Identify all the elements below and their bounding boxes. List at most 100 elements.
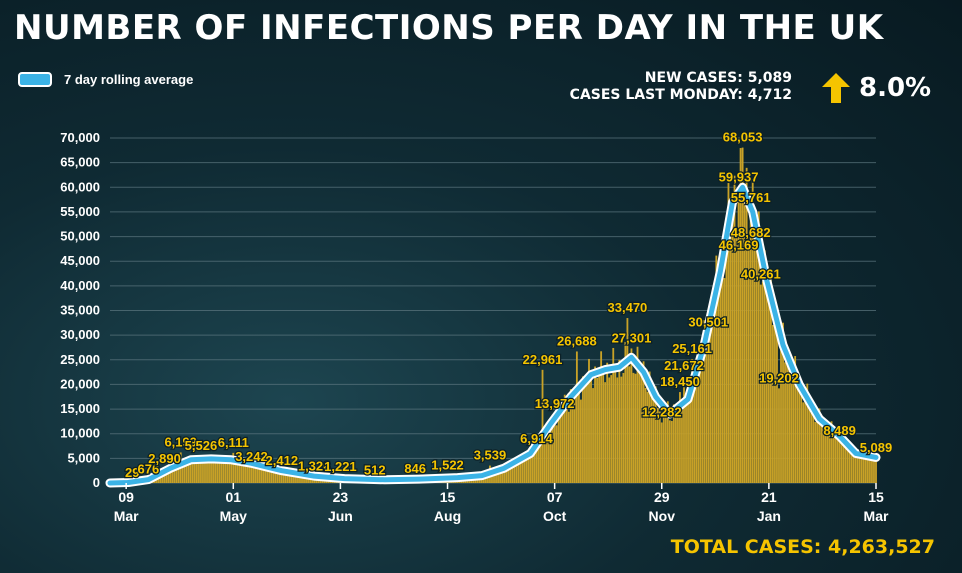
- daily-bar: [741, 147, 744, 483]
- daily-bar: [652, 394, 655, 483]
- daily-bar: [670, 420, 673, 483]
- daily-bar: [539, 434, 542, 483]
- daily-bar: [212, 456, 214, 483]
- daily-bar: [842, 435, 845, 483]
- daily-bar: [695, 382, 698, 483]
- daily-bar: [733, 175, 736, 484]
- daily-bar: [262, 464, 265, 483]
- x-tick-day: 29: [654, 489, 670, 505]
- daily-bar: [711, 327, 714, 483]
- daily-bar: [226, 456, 229, 483]
- daily-bar: [687, 404, 689, 483]
- daily-bar: [693, 384, 696, 483]
- daily-bar: [169, 468, 172, 483]
- daily-bar: [858, 452, 861, 483]
- daily-bar: [677, 407, 679, 483]
- daily-bar: [776, 308, 778, 483]
- daily-bar: [612, 347, 615, 483]
- daily-bar: [590, 377, 592, 483]
- data-label: 27,301: [612, 330, 652, 345]
- daily-bar: [208, 457, 210, 483]
- y-tick-label: 0: [93, 475, 100, 490]
- daily-bar: [183, 460, 186, 483]
- daily-bar: [735, 235, 738, 483]
- data-label: 5,089: [860, 440, 893, 455]
- daily-bar: [282, 473, 285, 483]
- daily-bar: [596, 378, 598, 483]
- daily-bar: [739, 148, 742, 484]
- data-label: 18,450: [660, 374, 700, 389]
- daily-bar: [200, 455, 202, 483]
- x-tick-month: Mar: [114, 508, 139, 524]
- daily-bar: [701, 354, 704, 483]
- daily-bar: [838, 441, 841, 483]
- y-tick-label: 45,000: [60, 253, 100, 268]
- daily-bar: [792, 367, 795, 483]
- y-tick-label: 20,000: [60, 376, 100, 391]
- total-cases: TOTAL CASES: 4,263,527: [670, 536, 935, 558]
- daily-bar: [503, 467, 506, 483]
- daily-bar: [780, 332, 782, 483]
- daily-bar: [869, 458, 871, 483]
- daily-bar: [531, 454, 534, 483]
- data-label: 5,526: [185, 438, 218, 453]
- x-tick-month: Oct: [543, 508, 567, 524]
- daily-bar: [254, 463, 257, 483]
- daily-bar: [250, 467, 253, 483]
- daily-bar: [523, 455, 526, 483]
- daily-bar: [276, 470, 279, 483]
- daily-bar: [685, 395, 687, 483]
- daily-bar: [181, 463, 184, 483]
- daily-bar: [202, 456, 204, 483]
- data-label: 30,501: [688, 315, 728, 330]
- daily-bar: [830, 421, 833, 483]
- daily-bar: [804, 394, 807, 483]
- daily-bar: [709, 307, 712, 483]
- daily-bar: [557, 405, 560, 483]
- new-cases-stat: NEW CASES: 5,089: [644, 70, 792, 86]
- daily-bar: [511, 463, 514, 483]
- rolling-average-line: [105, 182, 881, 488]
- daily-bar: [848, 443, 851, 483]
- daily-bar: [616, 377, 619, 483]
- data-label: 2,412: [266, 453, 299, 468]
- daily-bar: [705, 341, 708, 483]
- daily-bar: [826, 434, 829, 483]
- y-tick-label: 30,000: [60, 327, 100, 342]
- data-label: 6,914: [520, 431, 553, 446]
- daily-bar: [288, 472, 291, 483]
- data-label: 1,326: [298, 458, 331, 473]
- daily-bar: [727, 182, 730, 483]
- daily-bar: [551, 414, 554, 483]
- daily-bar: [252, 465, 255, 483]
- daily-bar: [598, 376, 601, 483]
- y-tick-label: 50,000: [60, 229, 100, 244]
- daily-bar: [545, 422, 548, 483]
- daily-bar: [800, 382, 803, 483]
- daily-bar: [242, 461, 245, 483]
- daily-bar: [260, 464, 263, 483]
- daily-bar: [555, 425, 558, 483]
- daily-bar: [638, 365, 641, 483]
- x-tick-day: 01: [225, 489, 241, 505]
- x-tick-day: 21: [761, 489, 777, 505]
- daily-bar: [697, 358, 700, 483]
- daily-bar: [230, 459, 233, 483]
- daily-bar: [622, 372, 625, 483]
- daily-bar: [818, 408, 821, 483]
- y-tick-label: 15,000: [60, 401, 100, 416]
- daily-bar: [610, 375, 613, 483]
- daily-bar: [206, 459, 208, 483]
- up-arrow-icon: [822, 73, 850, 103]
- daily-bar: [602, 371, 605, 483]
- x-tick-month: Jan: [757, 508, 781, 524]
- daily-bar: [614, 367, 617, 483]
- x-tick-day: 07: [547, 489, 563, 505]
- daily-bar: [790, 376, 793, 483]
- daily-bar: [232, 452, 235, 483]
- daily-bar: [757, 211, 760, 483]
- x-tick-month: Mar: [864, 508, 889, 524]
- data-label: 21,672: [664, 358, 704, 373]
- daily-bar: [175, 464, 178, 483]
